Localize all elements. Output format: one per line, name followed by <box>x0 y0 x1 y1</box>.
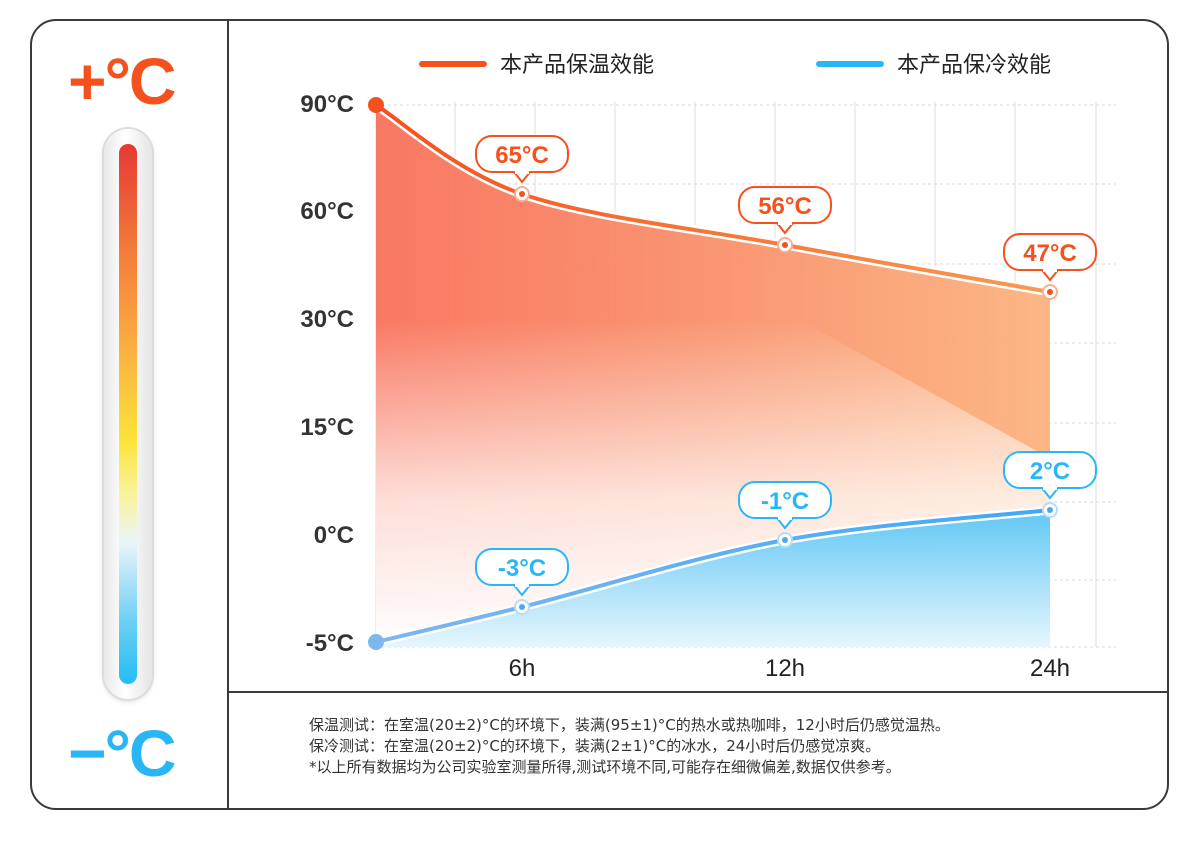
data-label-tip-cover <box>1043 267 1057 272</box>
y-tick-label: -5°C <box>306 630 354 657</box>
y-tick-label: 0°C <box>314 522 354 549</box>
cold-data-point-core <box>782 537 788 543</box>
hot-data-point-core <box>519 191 525 197</box>
note-hot: 保温测试：在室温(20±2)°C的环境下，装满(95±1)°C的热水或热咖啡，1… <box>309 716 950 734</box>
hot-data-point-core <box>782 242 788 248</box>
y-tick-label: 60°C <box>300 198 354 225</box>
data-label-text: 47°C <box>1023 240 1077 267</box>
legend-layer: 本产品保温效能 本产品保冷效能 <box>419 53 1051 78</box>
note-disclaimer: *以上所有数据均为公司实验室测量所得,测试环境不同,可能存在细微偏差,数据仅供参… <box>309 758 901 776</box>
data-label-tip <box>776 222 794 235</box>
data-label-hot: 56°C <box>738 186 832 235</box>
cold-area <box>376 510 1050 647</box>
hot-label: +°C <box>68 44 177 118</box>
data-label-text: 2°C <box>1030 458 1070 485</box>
test-notes: 保温测试：在室温(20±2)°C的环境下，装满(95±1)°C的热水或热咖啡，1… <box>229 691 1167 808</box>
y-tick-label: 30°C <box>300 306 354 333</box>
data-label-text: -1°C <box>761 488 809 515</box>
data-label-hot: 47°C <box>1003 233 1097 282</box>
cold-start-point <box>368 634 384 650</box>
axis-layer: 90°C 60°C 30°C 15°C 0°C -5°C 6h 12h 24h <box>300 91 1070 682</box>
data-label-tip-cover <box>778 515 792 520</box>
label-layer: 65°C 56°C 47°C -3°C -1°C 2°C <box>475 135 1097 597</box>
data-label-tip <box>513 584 531 597</box>
chart-frame: +°C −°C <box>30 19 1169 810</box>
cold-label: −°C <box>68 716 177 790</box>
legend-label: 本产品保温效能 <box>500 53 654 78</box>
thermometer-panel: +°C −°C <box>32 21 229 808</box>
data-label-tip <box>513 171 531 184</box>
note-cold: 保冷测试：在室温(20±2)°C的环境下，装满(2±1)°C的冰水，24小时后仍… <box>309 737 881 755</box>
data-label-text: -3°C <box>498 555 546 582</box>
x-tick-label: 24h <box>1030 655 1070 682</box>
hot-start-point <box>368 97 384 113</box>
data-label-cold: -3°C <box>475 548 569 597</box>
point-layer <box>368 97 1058 650</box>
cold-data-point-core <box>519 604 525 610</box>
data-label-tip-cover <box>778 220 792 225</box>
legend-label: 本产品保冷效能 <box>897 53 1051 78</box>
x-tick-label: 12h <box>765 655 805 682</box>
line-layer <box>371 100 1055 647</box>
hot-series-line <box>374 103 1052 294</box>
data-label-tip <box>1041 269 1059 282</box>
chart-svg: 65°C 56°C 47°C -3°C -1°C 2°C 90°C 60°C 30°C 15°C… <box>300 53 1116 682</box>
chart-area: 65°C 56°C 47°C -3°C -1°C 2°C 90°C 60°C 30°C 15°C… <box>229 21 1167 691</box>
data-label-tip <box>1041 487 1059 500</box>
x-tick-label: 6h <box>509 655 536 682</box>
data-label-hot: 65°C <box>475 135 569 184</box>
data-label-cold: -1°C <box>738 481 832 530</box>
y-tick-label: 15°C <box>300 414 354 441</box>
data-label-tip-cover <box>515 582 529 587</box>
data-label-tip <box>776 517 794 530</box>
y-tick-label: 90°C <box>300 91 354 118</box>
data-label-tip-cover <box>1043 485 1057 490</box>
thermometer-icon <box>104 129 152 699</box>
cold-series-line <box>374 508 1052 644</box>
data-label-tip-cover <box>515 169 529 174</box>
data-label-text: 56°C <box>758 193 812 220</box>
hot-data-point-core <box>1047 289 1053 295</box>
cold-data-point-core <box>1047 507 1053 513</box>
data-label-text: 65°C <box>495 142 549 169</box>
thermometer-gradient <box>119 144 137 684</box>
data-label-cold: 2°C <box>1003 451 1097 500</box>
